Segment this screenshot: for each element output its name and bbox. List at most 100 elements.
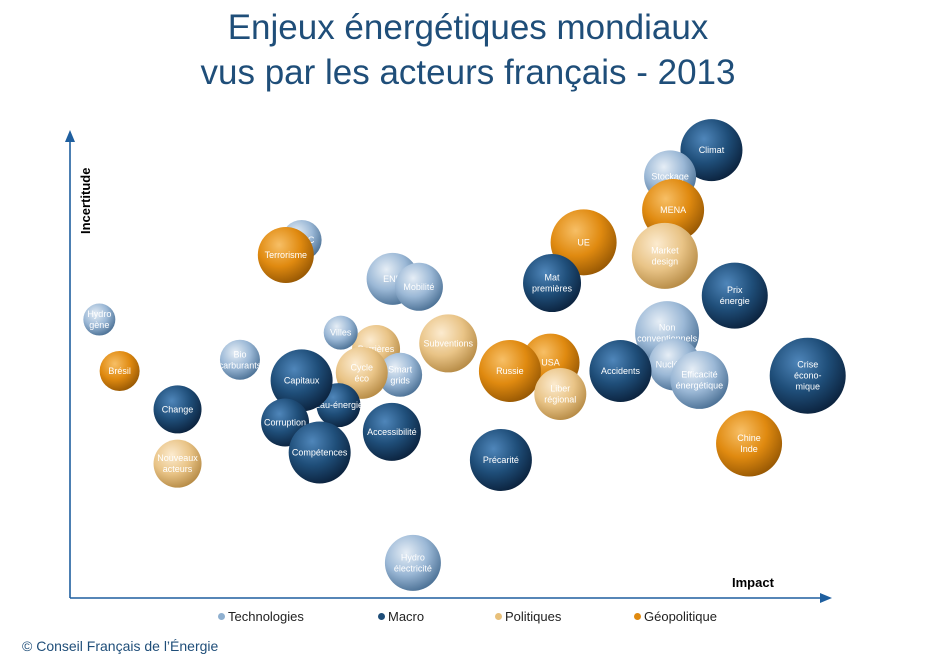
- bubble-label: Terrorisme: [265, 250, 308, 260]
- bubble-label: électricité: [394, 563, 432, 573]
- bubble-bresil: Brésil: [99, 351, 140, 392]
- bubble-mark: [394, 262, 443, 311]
- bubble-label: Compétences: [292, 447, 348, 457]
- bubble-label: Inde: [740, 444, 758, 454]
- bubble-label: Smart: [388, 364, 413, 374]
- bubble-mark: [153, 385, 202, 434]
- bubble-label: grids: [390, 375, 410, 385]
- bubble-label: Prix: [727, 285, 743, 295]
- bubble-label: Mat: [545, 273, 561, 283]
- bubble-mark: [384, 534, 441, 591]
- legend-dot-icon: [495, 613, 502, 620]
- legend-item-technologies: Technologies: [218, 609, 304, 624]
- bubble-mark: [378, 352, 423, 397]
- bubble-change: Change: [153, 385, 202, 434]
- bubble-label: premières: [532, 284, 573, 294]
- bubble-label: gène: [89, 320, 109, 330]
- legend-label: Macro: [388, 609, 425, 624]
- bubble-label: Accessibilité: [367, 427, 417, 437]
- legend-dot-icon: [218, 613, 225, 620]
- bubble-precarite: Précarité: [469, 428, 532, 491]
- bubble-label: Accidents: [601, 366, 641, 376]
- bubble-label: Brésil: [108, 366, 131, 376]
- bubble-mark: [153, 439, 202, 488]
- bubble-mark: [270, 349, 333, 412]
- bubble-mark: [534, 367, 587, 420]
- bubble-mark: [362, 402, 421, 461]
- bubble-mark: [323, 315, 358, 350]
- legend-label: Technologies: [228, 609, 304, 624]
- bubble-label: Chine: [737, 433, 761, 443]
- y-axis-label: Incertitude: [78, 168, 93, 234]
- bubble-label: régional: [544, 394, 576, 404]
- bubble-label: Stockage: [651, 171, 689, 181]
- bubble-mark: [701, 262, 768, 329]
- legend-item-macro: Macro: [378, 609, 424, 624]
- bubble-label: design: [652, 256, 679, 266]
- y-axis-arrow: [65, 130, 75, 142]
- bubble-capitaux: Capitaux: [270, 349, 333, 412]
- bubble-label: Liber: [550, 383, 570, 393]
- bubble-label: carburants: [219, 360, 262, 370]
- bubble-label: Barrières: [358, 344, 395, 354]
- bubble-label: mique: [795, 382, 820, 392]
- chart-title-line-1: Enjeux énergétiques mondiaux: [227, 8, 709, 47]
- bubble-label: Russie: [496, 366, 524, 376]
- bubble-label: Mobilité: [403, 282, 434, 292]
- bubble-label: Efficacité: [681, 369, 717, 379]
- bubble-label: Non: [659, 323, 676, 333]
- bubble-mark: [523, 254, 582, 313]
- bubble-label: conventionnels: [637, 334, 698, 344]
- bubble-accessibilite: Accessibilité: [362, 402, 421, 461]
- x-axis-label: Impact: [732, 575, 775, 590]
- bubble-label: acteurs: [163, 464, 193, 474]
- bubble-label: Bio: [233, 349, 246, 359]
- bubble-label: Capitaux: [284, 375, 320, 385]
- bubble-mark: [99, 351, 140, 392]
- chart-title-line-2: vus par les acteurs français - 2013: [200, 53, 736, 92]
- bubble-villes: Villes: [323, 315, 358, 350]
- bubble-competences: Compétences: [288, 421, 351, 484]
- bubble-label: Nucléaire: [656, 359, 694, 369]
- bubble-label: Villes: [330, 328, 352, 338]
- bubble-label: Change: [162, 404, 194, 414]
- bubble-mark: [419, 314, 478, 373]
- bubble-mark: [219, 339, 260, 380]
- bubble-label: énergétique: [676, 380, 724, 390]
- bubble-mark: [257, 226, 314, 283]
- bubble-terrorisme: Terrorisme: [257, 226, 314, 283]
- bubble-label: énergie: [720, 296, 750, 306]
- bubble-mark: [716, 410, 783, 477]
- bubble-label: ENR: [383, 274, 403, 284]
- bubble-climat: Climat: [680, 119, 743, 182]
- bubble-label: USA: [541, 358, 560, 368]
- bubble-mark: [670, 350, 729, 409]
- legend-label: Géopolitique: [644, 609, 717, 624]
- bubble-subventions: Subventions: [419, 314, 478, 373]
- bubble-label: écono-: [794, 371, 822, 381]
- bubble-label: Crise: [797, 360, 818, 370]
- bubble-mark: [478, 340, 541, 403]
- legend: Technologies Macro Politiques Géopolitiq…: [0, 609, 936, 629]
- copyright-footer: © Conseil Français de l’Énergie: [22, 638, 219, 654]
- bubble-mobilite: Mobilité: [394, 262, 443, 311]
- bubble-label: MENA: [660, 205, 686, 215]
- bubble-label: Climat: [699, 145, 725, 155]
- bubble-label: UE: [577, 237, 590, 247]
- legend-dot-icon: [634, 613, 641, 620]
- bubble-label: Market: [651, 245, 679, 255]
- bubble-mark: [680, 119, 743, 182]
